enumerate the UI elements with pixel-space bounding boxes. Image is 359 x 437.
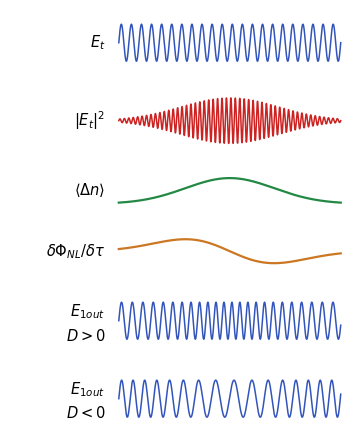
Text: $\langle\Delta n\rangle$: $\langle\Delta n\rangle$ [74,181,105,199]
Text: $E_t$: $E_t$ [90,33,105,52]
Text: $E_{1out}$: $E_{1out}$ [70,302,105,321]
Text: $E_{1out}$: $E_{1out}$ [70,381,105,399]
Text: $D<0$: $D<0$ [66,406,105,421]
Text: $\delta\Phi_{NL}/\delta\tau$: $\delta\Phi_{NL}/\delta\tau$ [46,242,105,260]
Text: $D>0$: $D>0$ [66,327,105,343]
Text: $|E_t|^2$: $|E_t|^2$ [74,109,105,132]
